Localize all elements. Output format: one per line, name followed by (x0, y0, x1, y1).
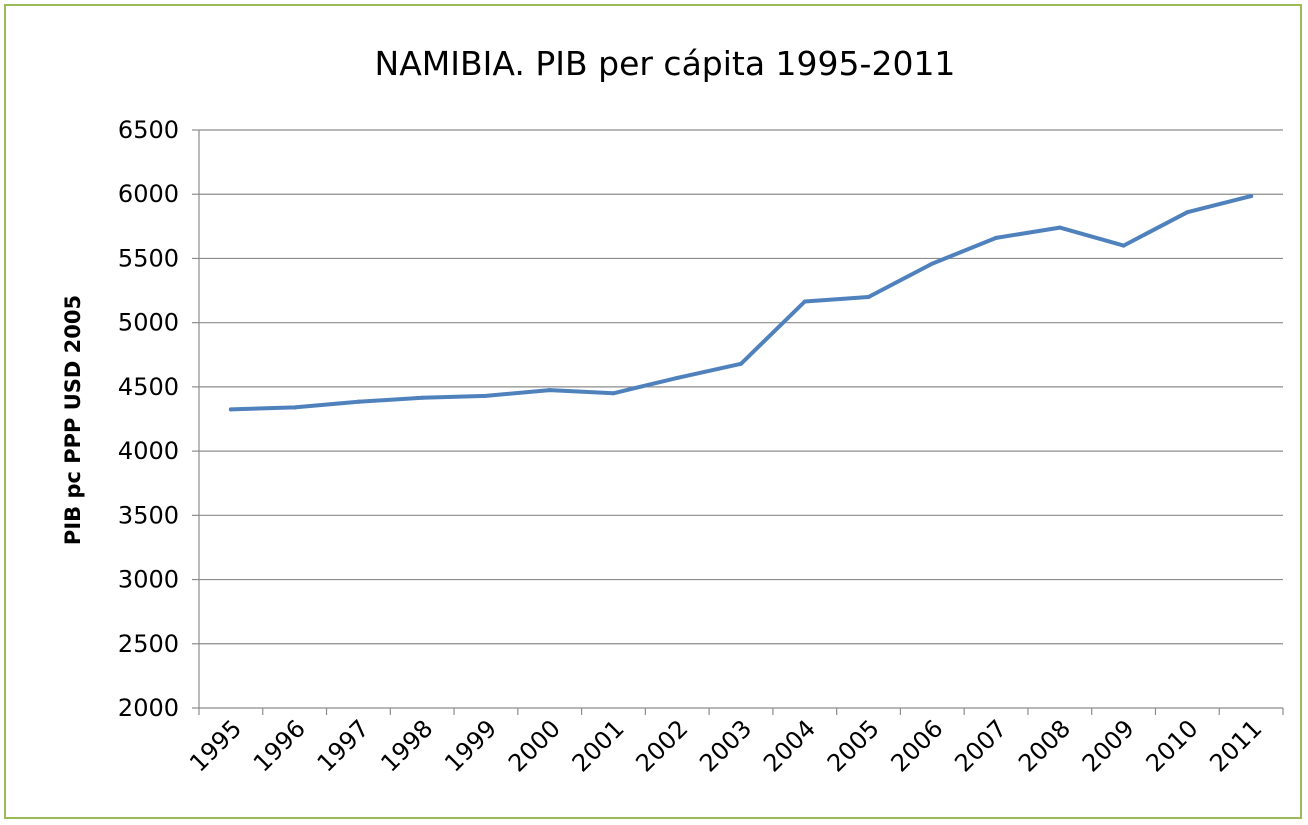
data-point-2007 (994, 235, 999, 240)
data-point-1995 (228, 407, 233, 412)
grid-lines (199, 129, 1283, 645)
data-point-2001 (611, 391, 616, 396)
x-tick-label: 1998 (375, 714, 438, 777)
x-tick-label: 2004 (758, 714, 821, 777)
data-point-2011 (1249, 194, 1254, 199)
y-tick-label: 4500 (118, 373, 179, 401)
x-tick-label: 2011 (1204, 714, 1267, 777)
data-point-1999 (483, 393, 488, 398)
x-tick-label: 1999 (439, 714, 502, 777)
data-point-2009 (1121, 243, 1126, 248)
x-tick-label: 2005 (822, 714, 885, 777)
y-tick-label: 4000 (118, 437, 179, 465)
chart-frame (4, 4, 1302, 819)
x-tick-label: 2000 (503, 714, 566, 777)
series-line (228, 194, 1254, 412)
data-point-2003 (739, 361, 743, 366)
y-tick-label: 6000 (118, 180, 179, 208)
x-tick-label: 2006 (886, 714, 949, 777)
data-point-1997 (356, 399, 361, 404)
y-tick-label: 2500 (118, 630, 179, 658)
data-point-2000 (547, 388, 552, 393)
x-tick-labels: 1995 1996 1997 1998 1999 2000 2001 2002 2003 2004… (184, 714, 1267, 777)
data-point-1996 (292, 405, 297, 410)
x-tick-label: 2001 (567, 714, 630, 777)
y-tick-label: 2000 (118, 694, 179, 722)
x-tick-label: 2009 (1077, 714, 1140, 777)
x-tick-label: 2003 (694, 714, 757, 777)
data-point-2005 (866, 294, 871, 299)
y-tick-label: 3000 (118, 566, 179, 594)
y-tick-labels: 2000 2500 3000 3500 4000 4500 5000 5500 6000 6500 (118, 116, 179, 722)
data-point-2010 (1185, 210, 1190, 215)
axes (192, 129, 1284, 715)
data-point-2008 (1057, 225, 1062, 230)
y-tick-label: 3500 (118, 501, 179, 529)
y-tick-label: 5000 (118, 309, 179, 337)
data-point-1998 (420, 395, 425, 400)
x-tick-label: 1995 (184, 714, 247, 777)
x-tick-label: 1996 (248, 714, 311, 777)
data-point-2002 (675, 375, 680, 380)
x-tick-label: 2007 (949, 714, 1012, 777)
x-tick-label: 1997 (312, 714, 375, 777)
y-tick-label: 5500 (118, 244, 179, 272)
chart-title: NAMIBIA. PIB per cápita 1995-2011 (375, 44, 956, 83)
x-tick-label: 2002 (630, 714, 693, 777)
y-tick-label: 6500 (118, 116, 179, 144)
x-tick-label: 2008 (1013, 714, 1076, 777)
series-layer (228, 194, 1254, 412)
data-point-2004 (802, 299, 807, 304)
data-point-2006 (930, 261, 935, 266)
x-tick-label: 2010 (1141, 714, 1204, 777)
y-axis-title: PIB pc PPP USD 2005 (61, 295, 85, 545)
